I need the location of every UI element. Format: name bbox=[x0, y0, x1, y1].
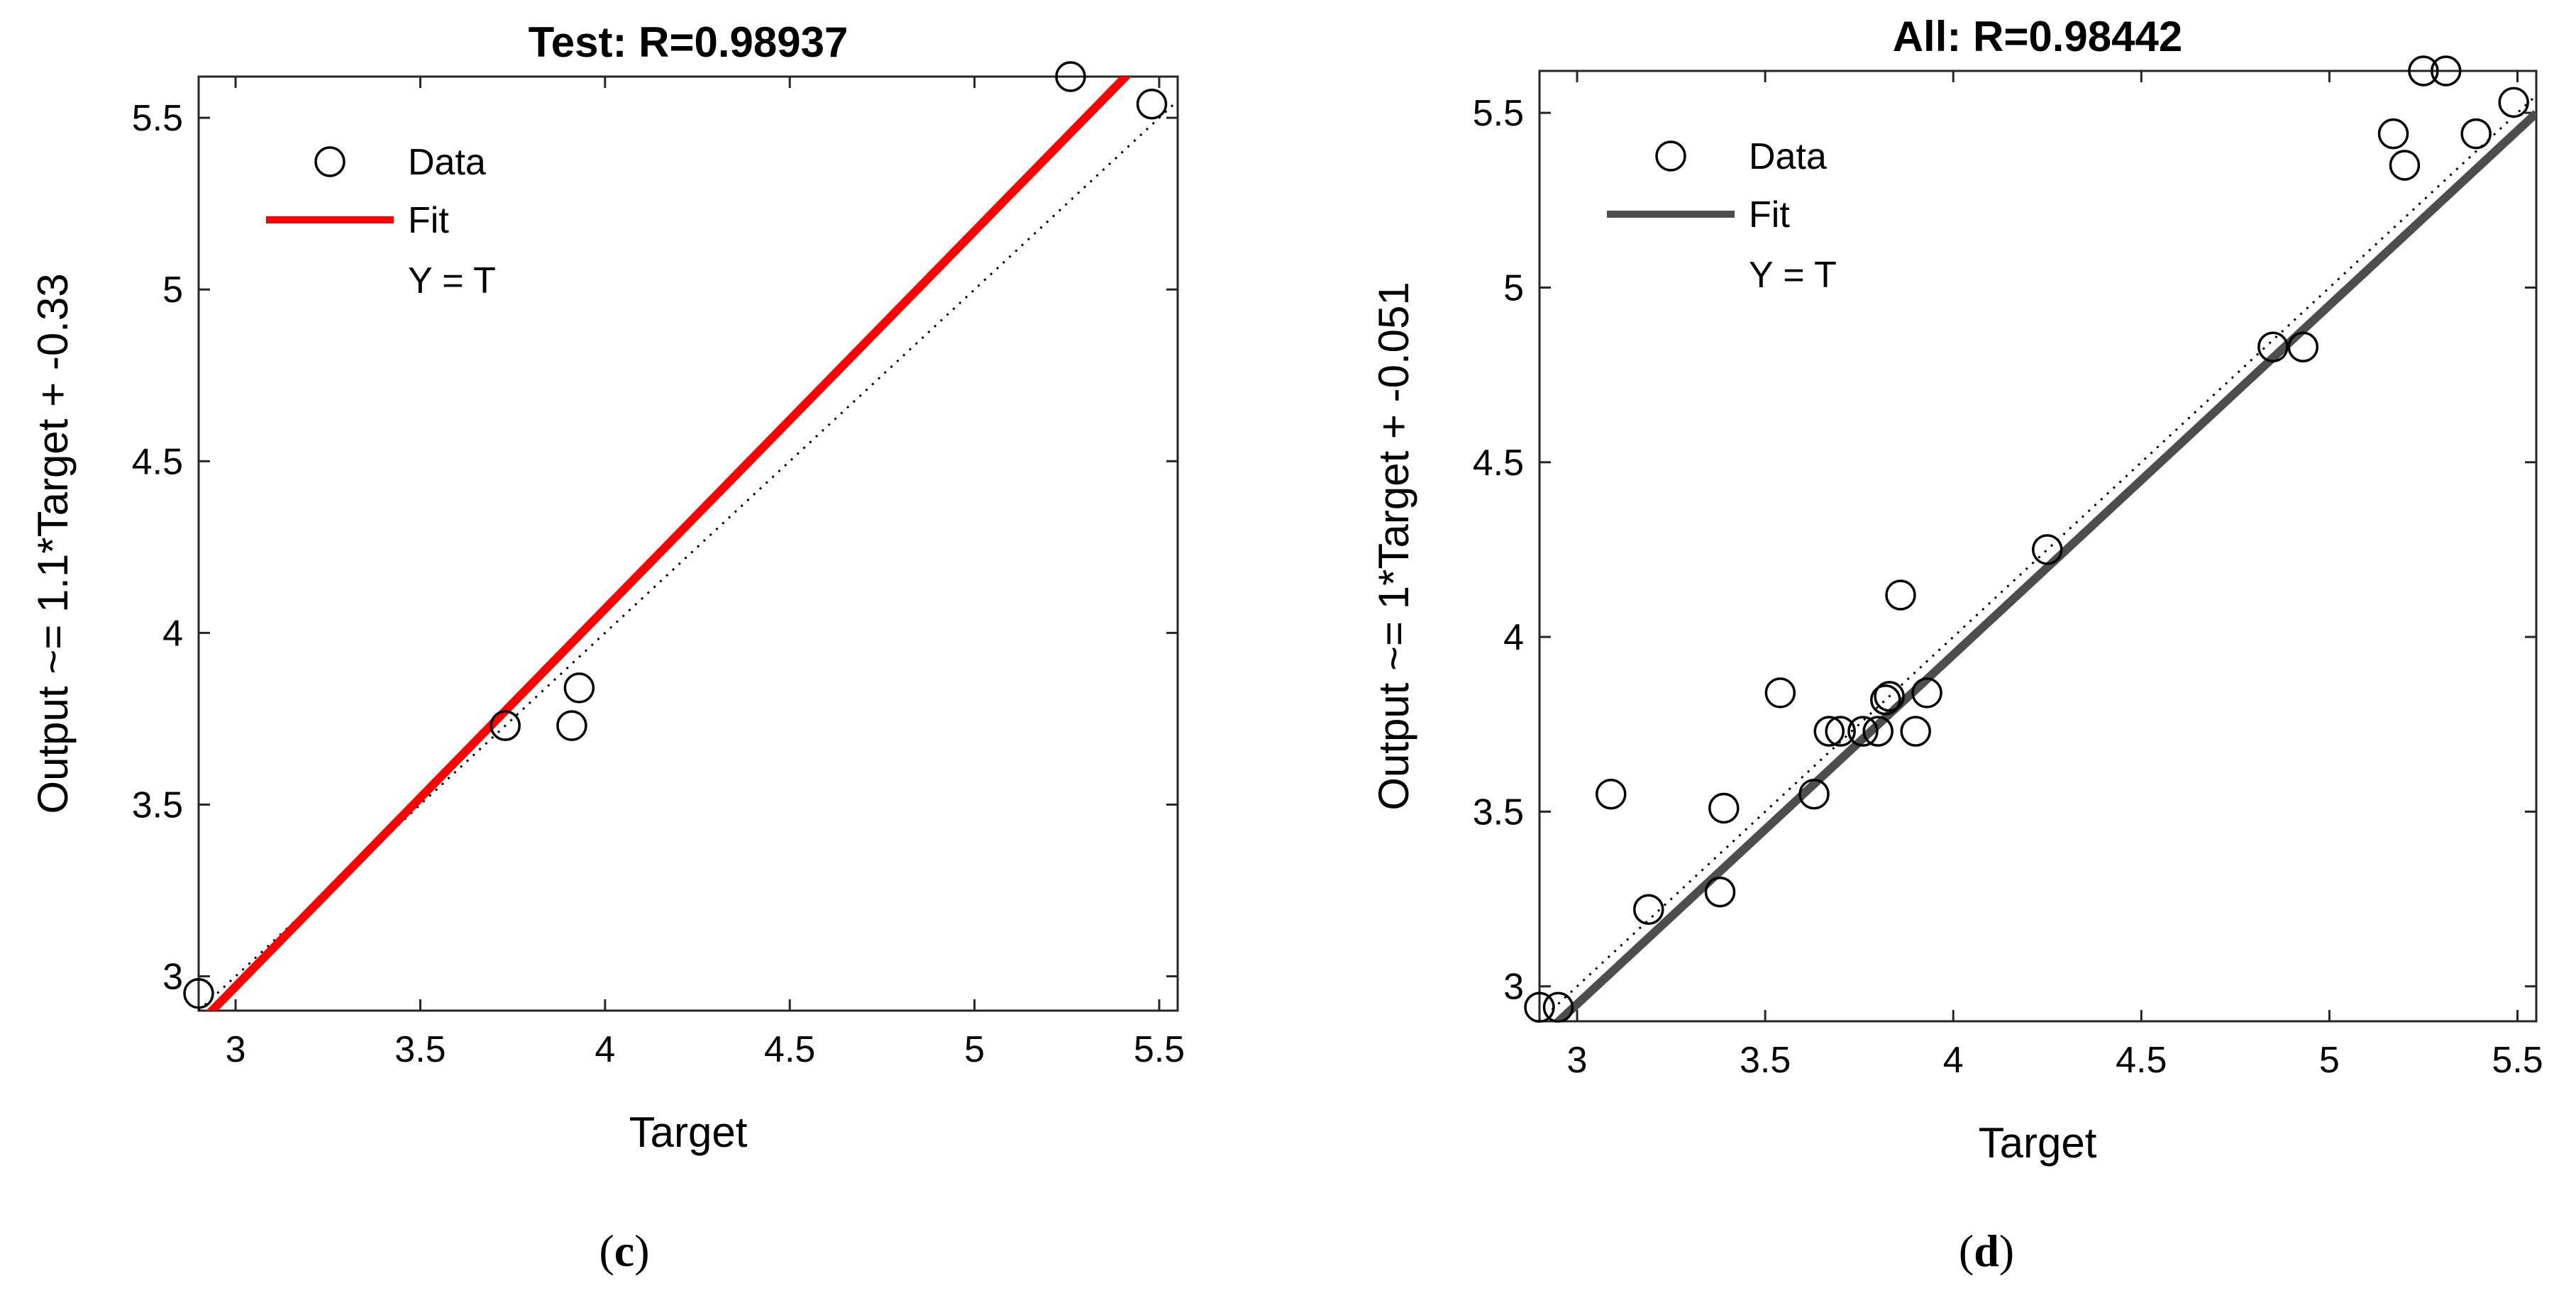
x-tick-label: 5 bbox=[964, 1029, 985, 1070]
data-point bbox=[1595, 779, 1627, 810]
y-tick-label: 5 bbox=[162, 270, 183, 311]
plot-lines bbox=[199, 77, 1178, 1011]
data-point bbox=[490, 710, 521, 741]
data-point bbox=[563, 672, 595, 704]
legend-identity-label: Y = T bbox=[408, 260, 496, 301]
data-point bbox=[2498, 87, 2529, 118]
y-tick-label: 3.5 bbox=[1473, 791, 1524, 833]
x-tick-label: 3.5 bbox=[394, 1029, 446, 1070]
x-tick-label: 5.5 bbox=[1134, 1029, 1185, 1070]
x-tick-label: 4 bbox=[595, 1029, 615, 1070]
chart-panel-d: 3 3.5 4 4.5 5 5.5 3 3.5 4 4.5 5 5.5 Data Fit Y = T All:… bbox=[1370, 13, 2543, 1276]
y-tick-label: 3 bbox=[1503, 967, 1524, 1008]
chart-title: Test: R=0.98937 bbox=[529, 18, 848, 66]
data-point bbox=[1633, 894, 1664, 926]
y-tick-label: 4 bbox=[162, 613, 183, 654]
y-tick-label: 5.5 bbox=[132, 98, 183, 139]
data-point bbox=[1900, 716, 1931, 747]
data-point bbox=[2460, 118, 2492, 150]
data-point bbox=[2257, 331, 2289, 362]
data-point bbox=[1764, 677, 1796, 709]
data-point bbox=[1911, 677, 1942, 709]
data-point bbox=[1847, 716, 1879, 747]
y-tick-label: 3 bbox=[162, 957, 183, 998]
data-point bbox=[1862, 716, 1894, 747]
x-tick-label: 3 bbox=[226, 1029, 246, 1070]
identity-line bbox=[1539, 94, 2536, 1021]
plot-lines bbox=[1539, 94, 2536, 1021]
data-point bbox=[2389, 150, 2421, 181]
panel-label-open: ( bbox=[1959, 1226, 1974, 1276]
y-tick-label: 4.5 bbox=[1473, 443, 1524, 484]
x-tick-label: 5.5 bbox=[2492, 1040, 2543, 1081]
panel-label: (c) bbox=[599, 1226, 649, 1276]
x-axis-label: Target bbox=[1979, 1119, 2097, 1167]
data-point bbox=[1798, 779, 1830, 810]
chart-panel-c: 3 3.5 4 4.5 5 5.5 3 3.5 4 4.5 5 5.5 Data Fit Y = T Test… bbox=[29, 18, 1185, 1276]
legend-data-marker bbox=[1655, 140, 1686, 172]
data-point bbox=[1813, 716, 1845, 747]
panel-label: (d) bbox=[1959, 1226, 2014, 1276]
x-tick-label: 4.5 bbox=[764, 1029, 815, 1070]
data-point bbox=[1870, 684, 1901, 716]
data-point bbox=[1825, 716, 1856, 747]
data-point bbox=[1136, 88, 1168, 120]
panel-label-close: ) bbox=[634, 1226, 649, 1276]
legend-fit-label: Fit bbox=[408, 200, 449, 241]
y-tick-label: 4.5 bbox=[132, 441, 183, 482]
data-point bbox=[183, 978, 214, 1009]
x-axis-label: Target bbox=[629, 1109, 748, 1156]
legend-data-marker bbox=[314, 146, 346, 177]
panel-label-open: ( bbox=[599, 1226, 614, 1276]
fit-line bbox=[1552, 110, 2536, 1021]
y-tick-label: 5 bbox=[1503, 267, 1524, 309]
panel-label-close: ) bbox=[1999, 1226, 2014, 1276]
y-tick-label: 5.5 bbox=[1473, 93, 1524, 134]
plot-frame bbox=[1538, 70, 2538, 1023]
data-point bbox=[2431, 55, 2462, 87]
data-point bbox=[1874, 681, 1905, 712]
data-point bbox=[1524, 991, 1555, 1023]
data-point bbox=[556, 710, 587, 741]
y-tick-label: 3.5 bbox=[132, 784, 183, 826]
data-point bbox=[1708, 792, 1740, 824]
data-point bbox=[1704, 876, 1736, 908]
x-tick-label: 4.5 bbox=[2116, 1040, 2167, 1081]
data-point bbox=[1055, 61, 1086, 92]
chart-title: All: R=0.98442 bbox=[1893, 13, 2183, 60]
panel-label-letter: c bbox=[614, 1226, 634, 1276]
x-tick-label: 5 bbox=[2319, 1040, 2340, 1081]
data-point bbox=[2408, 55, 2439, 87]
legend-fit-label: Fit bbox=[1749, 194, 1790, 235]
data-point bbox=[2377, 118, 2409, 150]
y-axis-label: Output ~= 1*Target + -0.051 bbox=[1370, 282, 1417, 811]
data-point bbox=[2287, 331, 2319, 362]
plot-frame bbox=[197, 75, 1179, 1012]
data-point bbox=[2032, 534, 2063, 565]
x-tick-label: 4 bbox=[1943, 1040, 1964, 1081]
x-tick-label: 3.5 bbox=[1740, 1040, 1791, 1081]
legend-data-label: Data bbox=[408, 142, 486, 183]
y-tick-label: 4 bbox=[1503, 617, 1524, 658]
fit-line bbox=[206, 77, 1132, 1011]
panel-label-letter: d bbox=[1974, 1226, 1999, 1276]
y-axis-label: Output ~= 1.1*Target + -0.33 bbox=[29, 273, 77, 813]
legend-data-label: Data bbox=[1749, 136, 1827, 177]
legend-identity-label: Y = T bbox=[1749, 255, 1837, 296]
data-point bbox=[1542, 991, 1574, 1023]
data-point bbox=[1885, 579, 1916, 611]
x-tick-label: 3 bbox=[1567, 1040, 1588, 1081]
